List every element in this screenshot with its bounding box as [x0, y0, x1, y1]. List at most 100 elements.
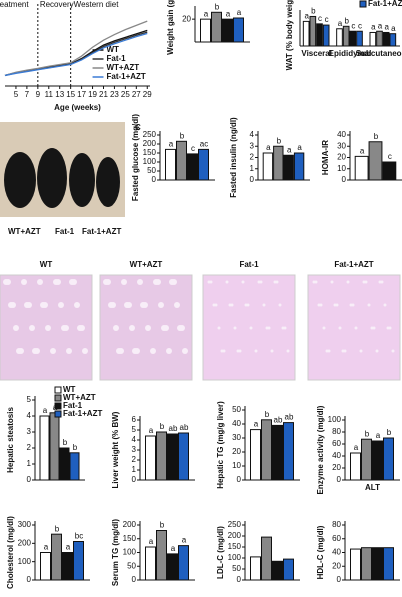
bar [383, 437, 394, 481]
legend-swatch [54, 410, 62, 418]
tissue-texture [110, 302, 116, 308]
tissue-texture [241, 280, 245, 284]
bar [293, 152, 305, 181]
tissue-texture [134, 348, 140, 354]
y-tick-label: 1 [132, 465, 137, 474]
bar [372, 547, 383, 581]
y-tick-label: 100 [328, 415, 342, 424]
bar [233, 17, 244, 43]
tissue-texture [63, 325, 69, 331]
tissue-texture [113, 325, 119, 331]
bar [262, 152, 274, 181]
significance-label: a [378, 21, 383, 30]
y-tick-label: 0 [337, 575, 342, 584]
bar [167, 553, 178, 581]
y-tick-label: 1 [27, 459, 32, 468]
mouse [96, 157, 120, 207]
tissue-texture [74, 302, 80, 308]
y-axis-label: Hepatic TG (mg/g liver) [216, 401, 225, 489]
y-tick-label: 50 [232, 564, 241, 573]
bar [250, 429, 261, 481]
histology-label: Fat-1+AZT [334, 260, 373, 269]
y-tick-label: 80 [332, 520, 341, 529]
significance-label: b [160, 521, 165, 530]
x-axis-label: Age (weeks) [54, 103, 101, 112]
tissue-texture [18, 348, 24, 354]
bar [250, 556, 261, 581]
tissue-texture [137, 279, 143, 285]
tissue-texture [10, 302, 16, 308]
y-axis-label: Enzyme activity (mg/dl) [316, 405, 325, 494]
significance-label: ab [169, 424, 178, 433]
tissue-texture [45, 325, 51, 331]
panel-label: C [135, 123, 141, 132]
tissue-texture [214, 303, 218, 307]
y-tick-label: 200 [18, 538, 32, 547]
bar [382, 31, 390, 47]
significance-label: a [287, 145, 292, 154]
y-tick-label: 60 [332, 534, 341, 543]
legend-label: Fat-1 [106, 54, 126, 63]
y-tick-label: 200 [143, 139, 157, 148]
tissue-texture [182, 348, 188, 354]
significance-label: ac [200, 140, 208, 149]
significance-label: a [44, 543, 49, 552]
y-tick-label: 0 [152, 175, 157, 184]
histology-image [307, 274, 401, 381]
tissue-texture [249, 326, 253, 330]
x-tick-label: 7 [25, 90, 30, 99]
y-tick-label: 0 [250, 175, 255, 184]
significance-label: b [387, 428, 392, 437]
bar [372, 440, 383, 481]
x-tick-label: 13 [55, 90, 64, 99]
y-tick-label: 250 [228, 520, 242, 529]
tissue-texture [34, 348, 40, 354]
y-axis-label: Fasted insulin (ng/dl) [229, 117, 238, 198]
tissue-texture [262, 303, 266, 307]
bar [261, 536, 272, 581]
bar [272, 560, 283, 581]
tissue-texture [118, 348, 124, 354]
legend-swatch [54, 386, 62, 394]
y-tick-label: 4 [250, 130, 255, 139]
significance-label: c [318, 14, 322, 23]
bar [383, 547, 394, 581]
tissue-texture [209, 280, 213, 284]
legend-label: WT+AZT [63, 393, 96, 402]
tissue-texture [343, 349, 347, 353]
significance-label: b [180, 131, 185, 140]
y-axis-label: Hepatic steatosis [6, 407, 15, 473]
tissue-texture [179, 325, 185, 331]
significance-label: c [325, 15, 329, 24]
significance-label: a [391, 24, 396, 33]
y-tick-label: 3 [132, 445, 137, 454]
bar [187, 153, 198, 181]
bar [49, 412, 60, 481]
histology-label: Fat-1 [239, 260, 259, 269]
phase-label: reatment [0, 0, 29, 9]
bar [40, 552, 51, 581]
tissue-texture [230, 303, 234, 307]
y-tick-label: 200 [123, 520, 137, 529]
y-axis-label: WAT (% body weight) [285, 0, 294, 70]
bar [222, 18, 233, 43]
bar [369, 31, 377, 47]
legend-swatch [54, 394, 62, 402]
y-tick-label: 10 [337, 164, 346, 173]
tissue-texture [346, 280, 350, 284]
significance-label: b [73, 443, 78, 452]
bar [361, 547, 372, 581]
significance-label: b [215, 2, 220, 11]
legend-label: Fat-1 [63, 401, 83, 410]
bar [261, 419, 272, 481]
y-axis-label: HDL-C (mg/dl) [316, 525, 325, 579]
x-tick-label: 9 [36, 90, 41, 99]
significance-label: a [182, 536, 187, 545]
y-tick-label: 150 [228, 542, 242, 551]
y-tick-label: 0 [342, 175, 347, 184]
y-tick-label: 6 [132, 415, 137, 424]
bar [69, 452, 80, 481]
bar [59, 447, 70, 481]
tissue-texture [270, 349, 274, 353]
significance-label: a [360, 146, 365, 155]
